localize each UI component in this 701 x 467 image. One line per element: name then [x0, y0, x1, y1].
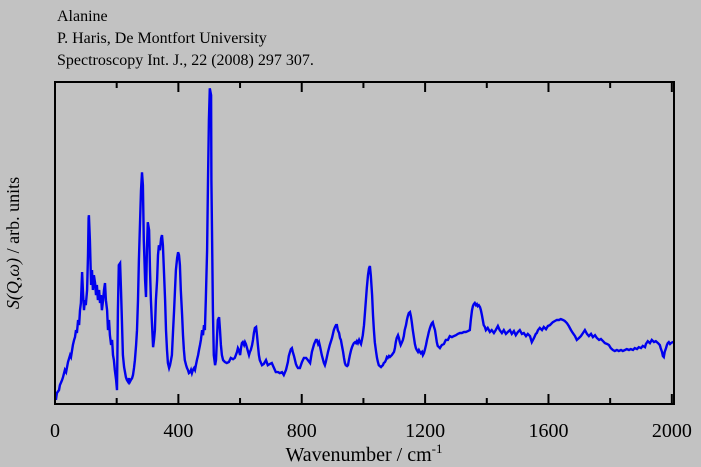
figure-annotations: Alanine P. Haris, De Montfort University… [57, 6, 314, 72]
x-tick-label: 0 [50, 420, 60, 442]
plot-frame [54, 81, 675, 405]
x-tick-label: 1200 [405, 420, 445, 442]
x-tick-label: 2000 [652, 420, 692, 442]
x-axis-label: Wavenumber / cm-1 [286, 441, 443, 466]
x-tick-label: 1600 [528, 420, 568, 442]
annotation-reference: Spectroscopy Int. J., 22 (2008) 297 307. [57, 52, 314, 69]
x-tick-label: 800 [287, 420, 317, 442]
y-axis-label: S(Q,ω) / arb. units [3, 177, 24, 309]
x-tick-label: 400 [163, 420, 193, 442]
spectrum-line [54, 88, 674, 401]
annotation-title: Alanine [57, 8, 108, 25]
x-axis-label-exponent: -1 [432, 441, 443, 456]
annotation-author: P. Haris, De Montfort University [57, 30, 267, 47]
